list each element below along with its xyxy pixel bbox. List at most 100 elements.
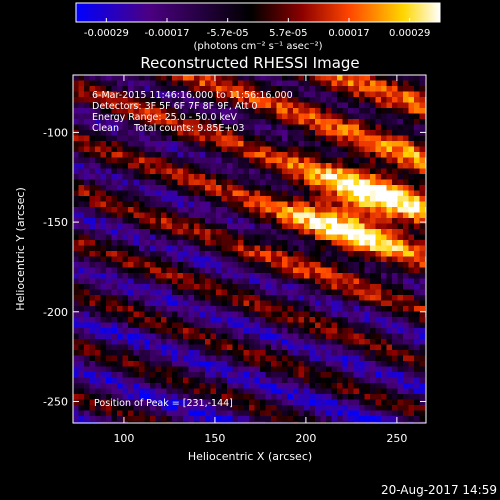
heatmap-cell <box>122 146 129 153</box>
colorbar <box>75 2 441 23</box>
heatmap-cell <box>265 421 272 423</box>
heatmap-cell <box>133 190 140 197</box>
heatmap-cell <box>73 196 79 202</box>
heatmap-cell <box>216 399 222 406</box>
heatmap-cell <box>271 245 277 252</box>
heatmap-cell <box>408 124 415 131</box>
heatmap-cell <box>177 124 184 131</box>
heatmap-cell <box>166 108 173 114</box>
heatmap-cell <box>260 366 266 373</box>
heatmap-cell <box>320 372 327 378</box>
heatmap-cell <box>210 317 217 323</box>
heatmap-cell <box>100 190 107 197</box>
heatmap-cell <box>227 234 233 241</box>
heatmap-cell <box>403 75 409 81</box>
heatmap-cell <box>133 168 140 175</box>
heatmap-cell <box>342 383 349 389</box>
heatmap-cell <box>221 163 228 169</box>
heatmap-cell <box>359 267 365 274</box>
heatmap-cell <box>188 234 195 241</box>
heatmap-cell <box>348 163 354 169</box>
heatmap-cell <box>106 196 112 202</box>
heatmap-cell <box>353 372 360 378</box>
heatmap-cell <box>397 251 404 257</box>
heatmap-cell <box>216 141 222 147</box>
heatmap-cell <box>397 80 404 87</box>
heatmap-cell <box>111 223 118 230</box>
heatmap-cell <box>238 218 244 224</box>
heatmap-cell <box>375 421 382 423</box>
heatmap-cell <box>166 394 173 400</box>
heatmap-cell <box>309 262 316 268</box>
heatmap-cell <box>150 201 156 208</box>
heatmap-cell <box>73 311 79 318</box>
heatmap-cell <box>161 262 167 268</box>
heatmap-cell <box>370 223 376 230</box>
heatmap-cell <box>337 174 343 180</box>
heatmap-cell <box>73 168 79 175</box>
heatmap-cell <box>287 190 294 197</box>
heatmap-cell <box>353 405 360 411</box>
heatmap-cell <box>419 80 426 87</box>
heatmap-cell <box>205 361 211 367</box>
heatmap-cell <box>370 399 376 406</box>
heatmap-cell <box>144 152 151 158</box>
heatmap-cell <box>254 218 261 224</box>
heatmap-cell <box>161 300 167 307</box>
heatmap-cell <box>188 284 195 290</box>
heatmap-cell <box>271 207 277 213</box>
heatmap-cell <box>210 229 217 235</box>
heatmap-cell <box>243 196 250 202</box>
heatmap-cell <box>304 388 310 395</box>
heatmap-cell <box>271 333 277 340</box>
heatmap-cell <box>249 399 255 406</box>
heatmap-cell <box>205 306 211 312</box>
heatmap-cell <box>188 152 195 158</box>
heatmap-cell <box>210 212 217 219</box>
heatmap-cell <box>183 339 189 345</box>
heatmap-cell <box>403 80 409 87</box>
heatmap-cell <box>304 86 310 92</box>
heatmap-cell <box>419 361 426 367</box>
heatmap-cell <box>106 366 112 373</box>
heatmap-cell <box>221 218 228 224</box>
heatmap-cell <box>194 273 200 279</box>
heatmap-cell <box>419 289 426 296</box>
heatmap-cell <box>221 212 228 219</box>
heatmap-cell <box>95 416 101 422</box>
heatmap-cell <box>144 113 151 120</box>
heatmap-cell <box>194 251 200 257</box>
heatmap-cell <box>100 245 107 252</box>
heatmap-cell <box>249 152 255 158</box>
heatmap-cell <box>155 278 162 285</box>
heatmap-cell <box>172 421 178 423</box>
heatmap-cell <box>304 113 310 120</box>
heatmap-cell <box>364 388 371 395</box>
heatmap-cell <box>133 377 140 384</box>
heatmap-cell <box>364 256 371 263</box>
heatmap-cell <box>331 289 338 296</box>
heatmap-cell <box>397 377 404 384</box>
heatmap-cell <box>227 421 233 423</box>
heatmap-cell <box>254 295 261 301</box>
heatmap-cell <box>73 300 79 307</box>
heatmap-cell <box>122 306 129 312</box>
heatmap-cell <box>403 306 409 312</box>
heatmap-cell <box>254 119 261 125</box>
heatmap-cell <box>315 168 321 175</box>
heatmap-cell <box>128 410 134 417</box>
heatmap-cell <box>381 163 387 169</box>
heatmap-cell <box>392 179 398 186</box>
heatmap-cell <box>117 311 123 318</box>
heatmap-cell <box>392 317 398 323</box>
heatmap-cell <box>183 399 189 406</box>
heatmap-cell <box>309 207 316 213</box>
heatmap-cell <box>403 102 409 109</box>
heatmap-cell <box>122 410 129 417</box>
heatmap-cell <box>315 135 321 142</box>
heatmap-cell <box>342 75 349 81</box>
heatmap-cell <box>188 97 195 103</box>
heatmap-cell <box>348 212 354 219</box>
heatmap-cell <box>78 168 85 175</box>
heatmap-cell <box>353 416 360 422</box>
